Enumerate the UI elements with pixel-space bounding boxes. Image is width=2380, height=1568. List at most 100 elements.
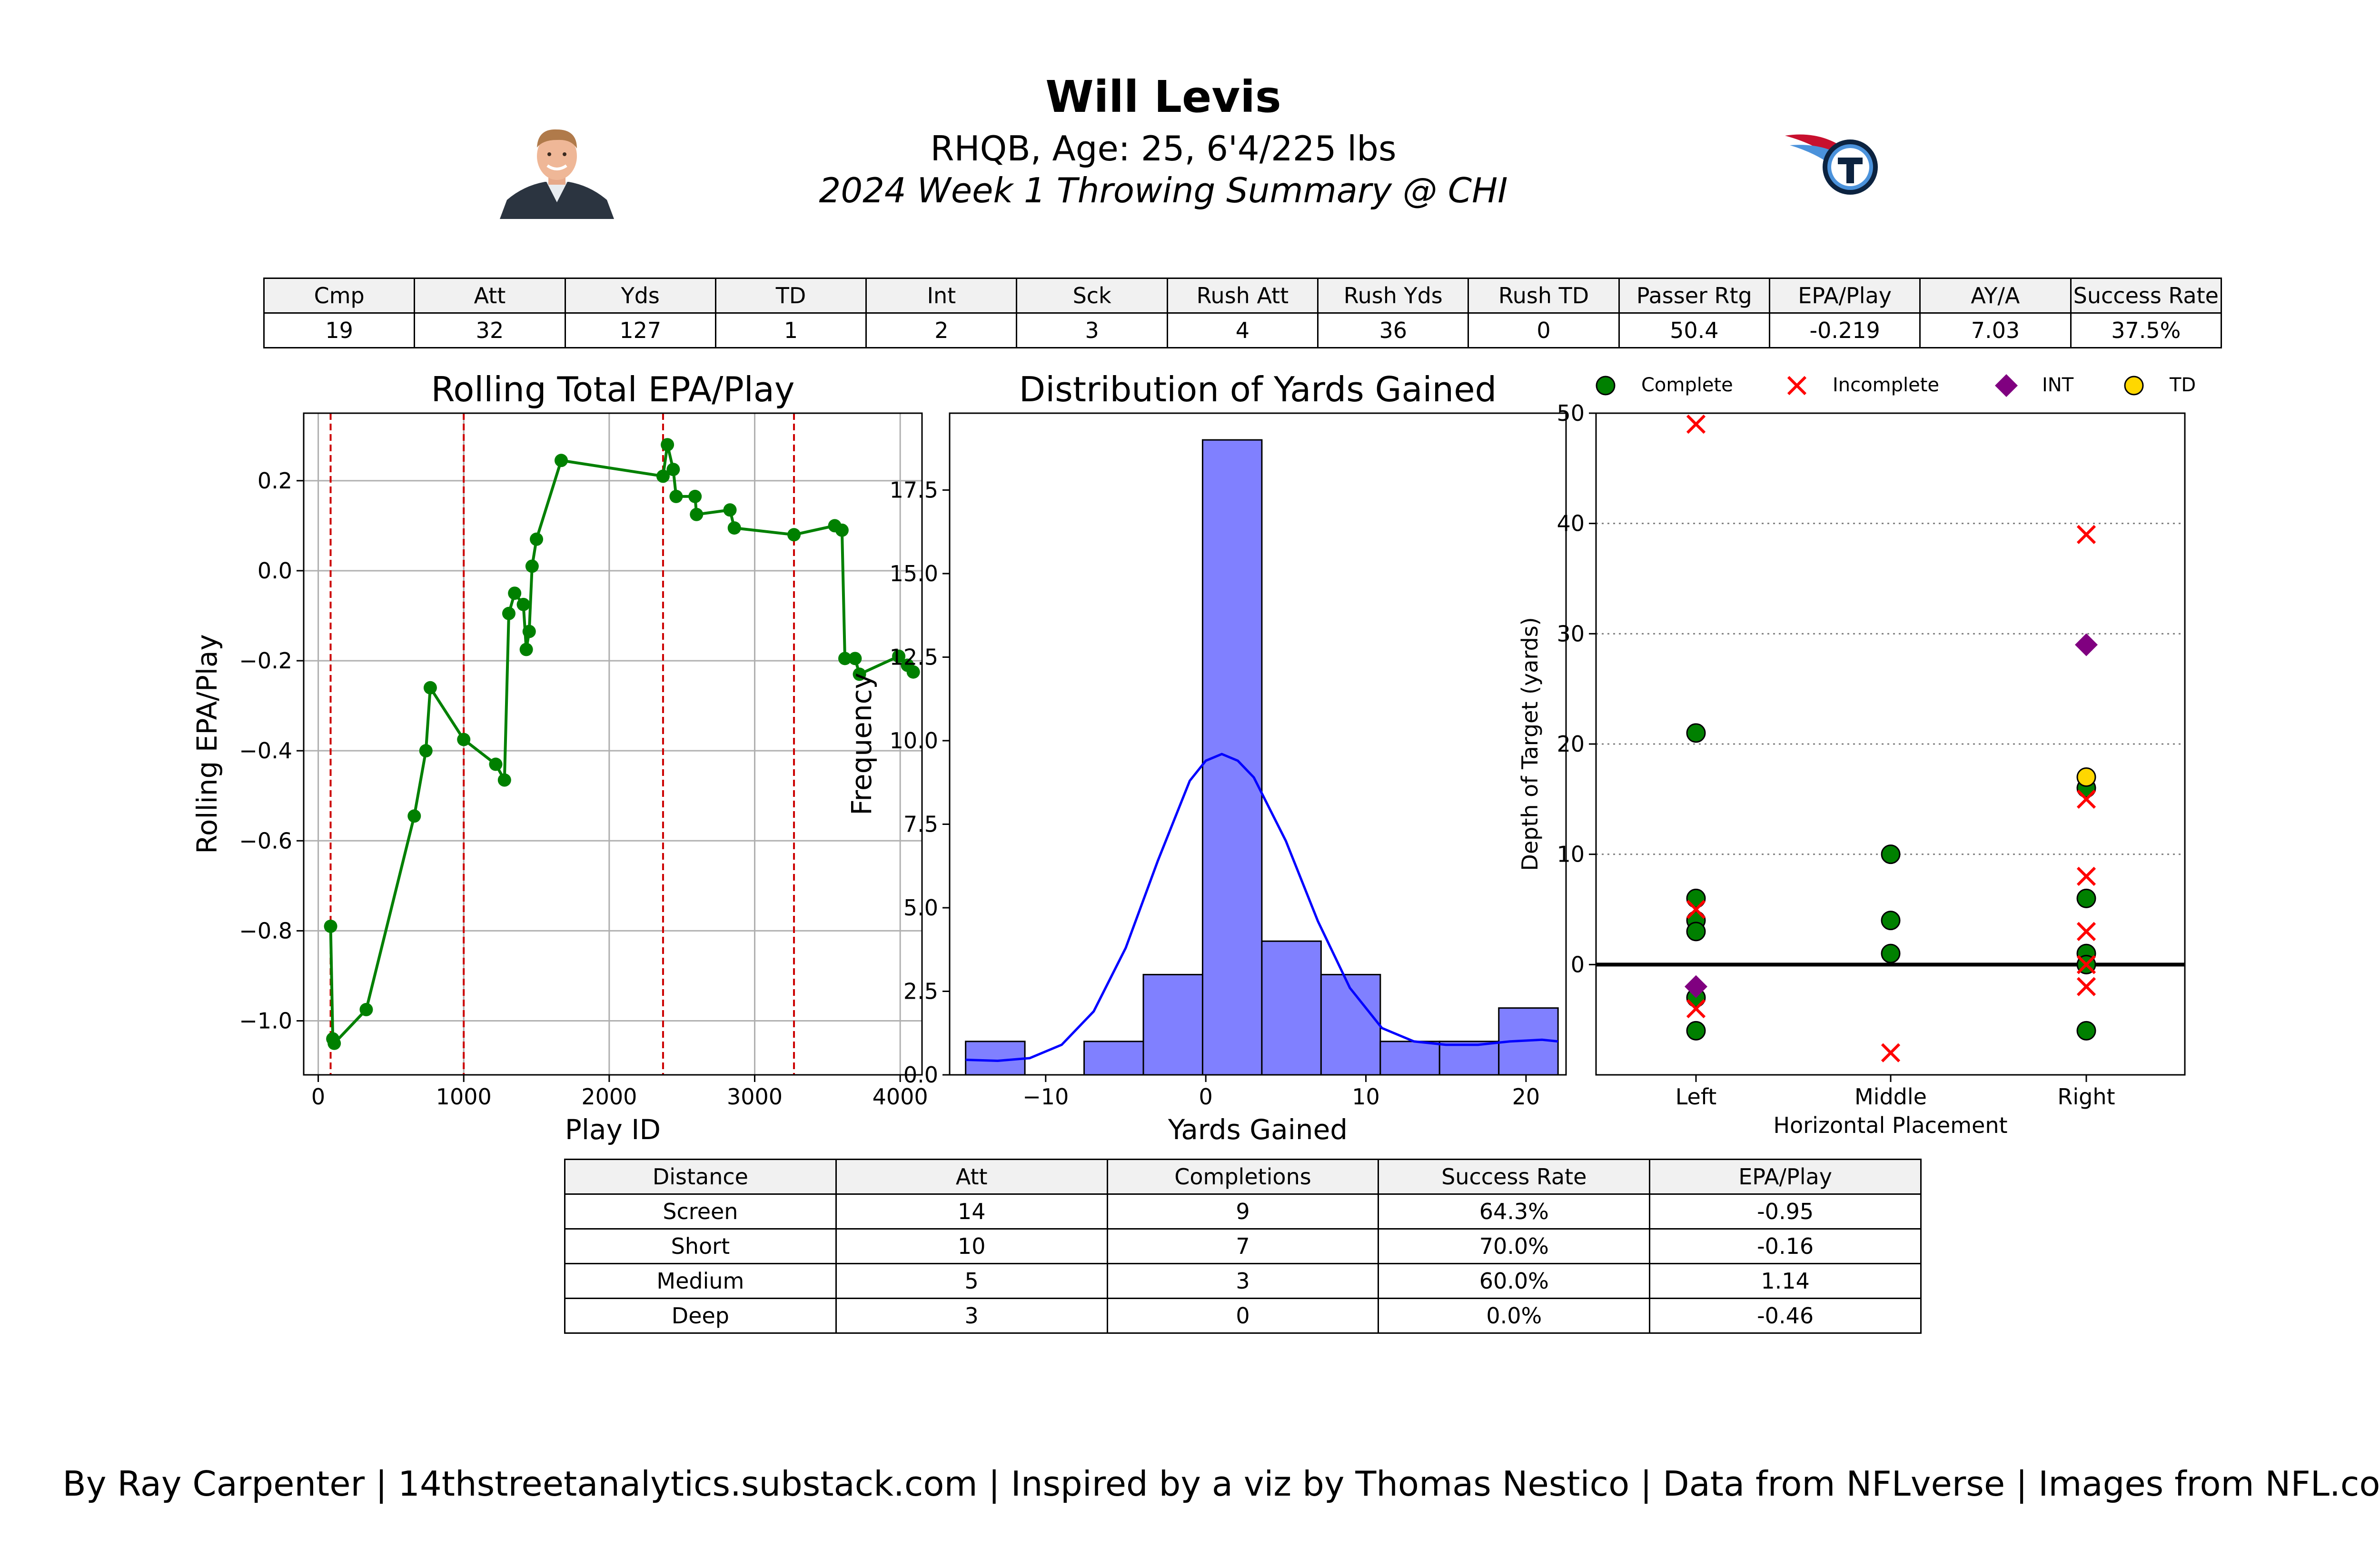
rolling-epa-point xyxy=(853,667,866,681)
histogram-x-tick-label: 20 xyxy=(1512,1084,1540,1110)
legend-marker-incomplete xyxy=(1787,376,1807,396)
rolling-epa-point xyxy=(324,919,337,933)
rolling-epa-point xyxy=(727,521,741,535)
histogram-bar xyxy=(1261,940,1322,1076)
histogram-y-tick-label: 7.5 xyxy=(903,811,938,837)
dist-cell: 5 xyxy=(835,1263,1108,1299)
histogram-x-label: Yards Gained xyxy=(1168,1113,1348,1146)
histogram-bar xyxy=(1083,1041,1144,1076)
col-header-sck: Sck xyxy=(1016,278,1168,314)
histogram-y-tick-label: 5.0 xyxy=(903,895,938,921)
histogram-y-tick-label: 17.5 xyxy=(890,477,938,503)
cell-sck: 3 xyxy=(1016,312,1168,348)
cell-rush-att: 4 xyxy=(1166,312,1319,348)
histogram-bar xyxy=(1438,1041,1500,1076)
scatter-y-tick-label: 20 xyxy=(1557,731,1585,757)
dist-cell: Medium xyxy=(564,1263,837,1299)
scatter-point-incomplete xyxy=(2076,525,2096,544)
rolling-epa-point xyxy=(530,532,544,546)
histogram-y-tick-label: 2.5 xyxy=(903,978,938,1004)
rolling-epa-point xyxy=(688,489,702,503)
line-chart-y-tick-label: −0.6 xyxy=(239,828,292,853)
scatter-y-label: Depth of Target (yards) xyxy=(1517,617,1543,871)
rolling-epa-point xyxy=(457,733,471,746)
dist-cell: Deep xyxy=(564,1298,837,1334)
rolling-epa-point xyxy=(661,438,674,452)
scatter-x-label: Horizontal Placement xyxy=(1773,1112,2007,1138)
scatter-y-tick-label: 30 xyxy=(1557,621,1585,646)
dist-header-completions: Completions xyxy=(1106,1159,1379,1195)
scatter-point-incomplete xyxy=(1881,1043,1901,1062)
rolling-epa-point xyxy=(838,652,852,665)
cell-int: 2 xyxy=(865,312,1018,348)
table-row: Short 10 7 70.0% -0.16 xyxy=(564,1228,1922,1264)
line-chart-x-label: Play ID xyxy=(565,1113,661,1146)
legend-label-incomplete: Incomplete xyxy=(1833,374,1939,396)
histogram-y-tick-label: 15.0 xyxy=(890,561,938,586)
dist-cell: -0.46 xyxy=(1649,1298,1922,1334)
kde-curve xyxy=(965,753,1558,1062)
histogram-x-tick-label: 0 xyxy=(1199,1084,1213,1110)
dist-cell: 7 xyxy=(1106,1228,1379,1264)
line-chart-x-tick-label: 1000 xyxy=(436,1084,492,1110)
scatter-x-tick-label: Middle xyxy=(1854,1084,1927,1110)
summary-title: 2024 Week 1 Throwing Summary @ CHI xyxy=(819,170,1508,210)
col-header-yds: Yds xyxy=(564,278,716,314)
rolling-epa-point xyxy=(522,625,536,638)
scatter-point-incomplete xyxy=(2076,977,2096,996)
rolling-epa-point xyxy=(906,665,920,679)
scatter-point-int xyxy=(1685,975,1707,998)
rolling-epa-point xyxy=(835,523,849,537)
line-chart-x-tick-label: 4000 xyxy=(873,1084,928,1110)
dist-cell: -0.16 xyxy=(1649,1228,1922,1264)
player-name: Will Levis xyxy=(1045,71,1281,122)
scatter-frame xyxy=(1595,412,2186,1076)
line-chart-y-tick-label: −1.0 xyxy=(239,1008,292,1034)
scatter-point-complete xyxy=(2076,888,2096,908)
line-chart-x-tick-label: 3000 xyxy=(727,1084,783,1110)
scatter-point-incomplete xyxy=(2076,789,2096,809)
rolling-epa-point xyxy=(669,489,683,503)
scatter-point-incomplete xyxy=(1686,415,1706,434)
rolling-epa-point xyxy=(666,463,680,476)
histogram-y-tick-label: 12.5 xyxy=(890,644,938,670)
col-header-rush-att: Rush Att xyxy=(1166,278,1319,314)
rolling-epa-point xyxy=(519,643,533,656)
line-chart-y-tick-label: −0.2 xyxy=(239,648,292,674)
dist-cell: 3 xyxy=(835,1298,1108,1334)
table-row: Medium 5 3 60.0% 1.14 xyxy=(564,1263,1922,1299)
scatter-point-incomplete xyxy=(2076,922,2096,941)
cell-epa-play: -0.219 xyxy=(1768,312,1921,348)
rolling-epa-point xyxy=(525,559,539,573)
scatter-point-int xyxy=(2075,633,2098,656)
rolling-epa-point xyxy=(723,503,737,517)
player-headshot xyxy=(500,129,614,219)
scatter-point-complete xyxy=(1881,943,1901,963)
col-header-success-rate: Success Rate xyxy=(2070,278,2222,314)
cell-yds: 127 xyxy=(564,312,716,348)
legend-marker-complete xyxy=(1596,376,1616,396)
dist-cell: Short xyxy=(564,1228,837,1264)
distance-breakdown-table: Distance Att Completions Success Rate EP… xyxy=(564,1159,1922,1334)
scatter-y-tick-label: 0 xyxy=(1571,952,1585,977)
scatter-point-complete xyxy=(1686,1021,1706,1041)
col-header-epa-play: EPA/Play xyxy=(1768,278,1921,314)
legend-marker-int xyxy=(1995,374,2018,397)
histogram-bar xyxy=(1142,973,1203,1076)
scatter-y-tick-label: 10 xyxy=(1557,842,1585,867)
histogram-x-tick-label: 10 xyxy=(1352,1084,1380,1110)
table-row: Deep 3 0 0.0% -0.46 xyxy=(564,1298,1922,1334)
histogram-y-label: Frequency xyxy=(845,673,878,815)
rolling-epa-point xyxy=(497,773,511,787)
histogram-frame xyxy=(949,412,1567,1076)
line-chart-x-tick-label: 2000 xyxy=(581,1084,637,1110)
scatter-x-tick-label: Left xyxy=(1676,1084,1717,1110)
summary-stats-table: Cmp Att Yds TD Int Sck Rush Att Rush Yds… xyxy=(263,278,2222,348)
footer-credits: By Ray Carpenter | 14thstreetanalytics.s… xyxy=(62,1464,2380,1504)
line-chart-y-tick-label: −0.4 xyxy=(239,738,292,764)
col-header-ay-a: AY/A xyxy=(1919,278,2072,314)
charts-canvas: 0 1000 2000 3000 4000−1.0−0.8−0.6−0.4−0.20.0… xyxy=(191,369,2196,1146)
legend-label-complete: Complete xyxy=(1641,374,1733,396)
line-chart-y-label: Rolling EPA/Play xyxy=(191,634,223,854)
dist-cell: 3 xyxy=(1106,1263,1379,1299)
